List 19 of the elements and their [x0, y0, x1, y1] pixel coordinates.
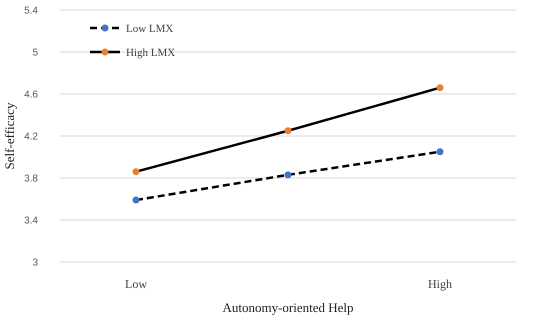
y-tick-label: 4.6	[24, 90, 38, 100]
legend-label: Low LMX	[126, 22, 174, 35]
y-tick-label: 3.4	[24, 216, 38, 226]
x-tick-label: High	[428, 277, 452, 291]
x-tick-label: Low	[125, 277, 148, 291]
point	[284, 127, 292, 134]
point	[436, 84, 444, 92]
point	[132, 168, 140, 176]
point	[132, 196, 140, 204]
y-tick-label: 5.4	[24, 6, 38, 16]
y-tick-label: 3	[32, 258, 38, 268]
point	[436, 148, 444, 156]
point	[284, 171, 292, 178]
y-tick-label: 3.8	[24, 174, 38, 184]
y-axis-title: Self-efficacy	[2, 102, 17, 170]
legend-label: High LMX	[126, 46, 176, 59]
y-tick-label: 4.2	[24, 132, 38, 142]
x-axis-title: Autonomy-oriented Help	[222, 300, 354, 315]
y-tick-label: 5	[32, 48, 38, 58]
